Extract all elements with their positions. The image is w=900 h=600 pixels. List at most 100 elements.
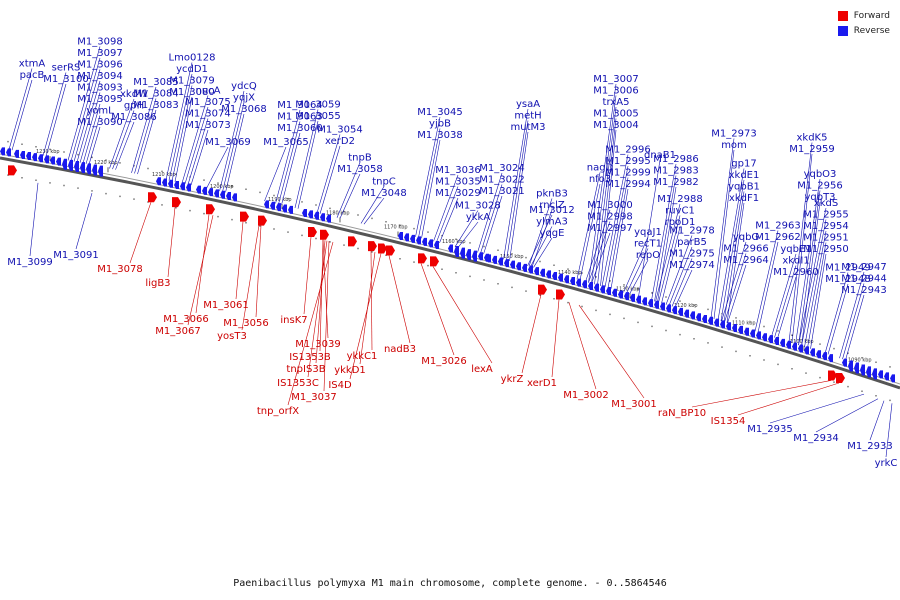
tick-label: 1150 kbp — [500, 254, 524, 260]
reverse-gene-arrow — [202, 186, 207, 195]
reverse-leader-line — [109, 98, 135, 169]
forward-leader-line — [551, 299, 560, 378]
reverse-gene-label: M1_3069 — [205, 137, 250, 148]
reverse-gene-arrow — [768, 335, 773, 344]
reverse-leader-line — [360, 186, 385, 224]
reverse-gene-arrow — [726, 322, 731, 331]
reverse-gene-label: M1_3098 — [77, 37, 122, 48]
reverse-leader-line — [264, 146, 287, 202]
reverse-gene-label: M1_2973 — [711, 129, 756, 140]
reverse-gene-label: M1_2960 — [773, 267, 818, 278]
reverse-gene-arrow — [780, 338, 785, 347]
forward-gene-arrow — [430, 256, 439, 267]
reverse-gene-label: M1_3028 — [455, 201, 500, 212]
reverse-leader-line — [45, 83, 67, 157]
tick-label: 1210 kbp — [152, 172, 176, 178]
reverse-gene-label: xkdE1 — [729, 170, 760, 181]
reverse-leader-line — [726, 202, 745, 323]
reverse-leader-line — [815, 398, 879, 433]
gene-labels: xtmApacBserRSM1_3100M1_3098M1_3097M1_309… — [7, 37, 897, 470]
reverse-leader-line — [171, 85, 193, 182]
reverse-gene-arrow — [636, 295, 641, 304]
forward-gene-label: M1_3078 — [97, 264, 142, 275]
reverse-leader-line — [604, 165, 629, 288]
forward-leader-line — [303, 236, 312, 315]
reverse-leader-line — [339, 173, 361, 219]
reverse-leader-line — [76, 80, 101, 163]
reverse-leader-line — [527, 214, 553, 266]
reverse-gene-label: M1_3005 — [593, 109, 638, 120]
reverse-gene-arrow — [270, 201, 275, 210]
reverse-leader-line — [591, 232, 611, 284]
reverse-gene-label-bottom: M1_3091 — [53, 250, 98, 261]
reverse-gene-label: M1_3100 — [43, 74, 88, 85]
tick-label: 1110 kbp — [732, 321, 756, 327]
forward-gene-label: tnp_orfX — [257, 406, 299, 417]
reverse-leader-line — [804, 230, 827, 348]
reverse-gene-arrow — [714, 318, 719, 327]
reverse-gene-label: trxA5 — [603, 97, 630, 108]
reverse-leader-line — [42, 72, 67, 156]
reverse-gene-arrow — [410, 234, 415, 243]
tick-label: 1180 kbp — [326, 210, 350, 216]
reverse-gene-label: M1_3007 — [593, 74, 638, 85]
tick-label: 1130 kbp — [616, 286, 640, 292]
reverse-gene-label: M1_3000 — [587, 200, 632, 211]
reverse-gene-label: M1_3096 — [77, 60, 122, 71]
reverse-gene-label: gpH — [124, 101, 144, 112]
reverse-gene-arrow — [890, 374, 895, 383]
reverse-gene-arrow — [684, 309, 689, 318]
reverse-gene-label: M1_2947 — [841, 262, 886, 273]
reverse-gene-label: M1_3055 — [295, 111, 340, 122]
reverse-gene-arrow — [504, 259, 509, 268]
legend: Forward Reverse — [837, 8, 890, 38]
reverse-gene-label-bottom: M1_2934 — [793, 433, 838, 444]
reverse-gene-label: serRS — [52, 63, 81, 74]
forward-gene-label: lexA — [471, 364, 493, 375]
forward-leader-line — [319, 239, 324, 352]
reverse-gene-arrow — [472, 250, 477, 262]
forward-gene-arrow — [556, 289, 565, 300]
reverse-gene-label: ycdD1 — [176, 64, 208, 75]
reverse-leader-line — [727, 264, 747, 324]
reverse-leader-line — [73, 69, 101, 162]
reverse-gene-label: M1_3085 — [133, 77, 178, 88]
reverse-leader-line — [67, 46, 101, 161]
reverse-leader-line — [588, 221, 611, 283]
reverse-gene-label: M1_3006 — [593, 86, 638, 97]
reverse-gene-arrow — [14, 149, 19, 158]
reverse-leader-line — [610, 188, 629, 289]
reverse-gene-label: ruvC1 — [665, 206, 695, 217]
forward-gene-arrow — [418, 253, 427, 264]
forward-gene-arrow — [148, 192, 157, 203]
reverse-gene-arrow — [196, 185, 201, 194]
reverse-leader-line — [717, 168, 745, 321]
reverse-gene-arrow — [26, 152, 31, 161]
reverse-leader-line — [576, 172, 601, 280]
reverse-leader-line — [297, 120, 319, 209]
reverse-gene-label: nucA — [195, 86, 220, 97]
reverse-gene-arrow — [516, 262, 521, 271]
reverse-leader-line — [528, 198, 553, 267]
reverse-leader-line — [454, 210, 479, 247]
reverse-gene-label: yqbB1 — [728, 182, 760, 193]
reverse-leader-line — [225, 113, 245, 193]
forward-gene-arrow — [320, 229, 329, 240]
reverse-gene-label: M1_3065 — [263, 137, 308, 148]
reverse-leader-line — [629, 259, 649, 295]
reverse-gene-arrow — [618, 290, 623, 299]
reverse-gene-label: yjbB — [429, 119, 451, 130]
reverse-gene-label: ydcQ — [231, 81, 257, 92]
reverse-leader-line — [723, 191, 745, 323]
tick-label: 1090 kbp — [848, 357, 872, 363]
reverse-gene-arrow — [162, 178, 167, 187]
forward-leader-line — [187, 215, 214, 326]
reverse-gene-label: M1_2949 — [825, 263, 870, 274]
reverse-gene-arrow — [660, 302, 665, 311]
reverse-leader-line — [845, 294, 865, 361]
forward-gene-label: M1_3001 — [611, 399, 656, 410]
forward-leader-line — [521, 294, 542, 374]
reverse-gene-label: M1_2983 — [653, 166, 698, 177]
forward-leader-line — [349, 253, 382, 380]
reverse-leader-line — [421, 139, 441, 239]
